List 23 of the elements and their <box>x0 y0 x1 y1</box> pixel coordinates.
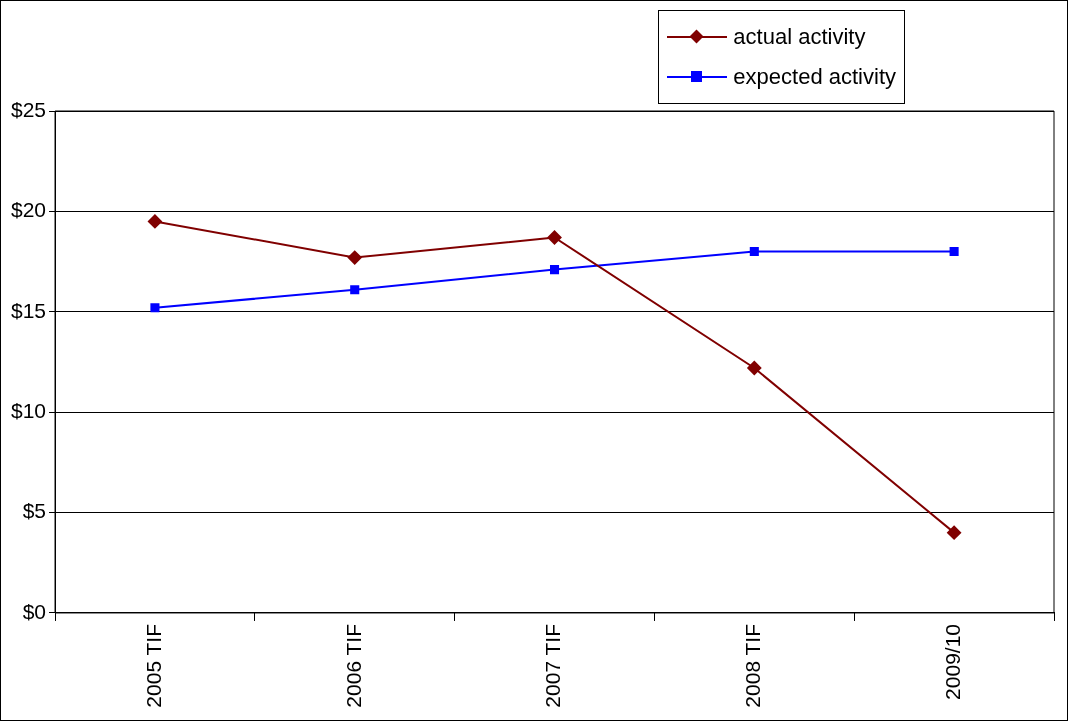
y-tick-label: $25 <box>10 97 47 121</box>
x-tick-label: 2009/10 <box>940 623 964 700</box>
point <box>949 247 959 257</box>
point <box>350 285 360 295</box>
y-tick-label: $5 <box>22 499 47 523</box>
point <box>749 247 759 257</box>
x-tick-label: 2005 TIF <box>141 623 165 708</box>
y-tick-label: $20 <box>10 198 47 222</box>
point <box>549 265 560 275</box>
point <box>547 230 562 245</box>
y-tick-label: $0 <box>22 599 47 623</box>
point <box>147 214 162 229</box>
legend-label: expected activity <box>733 64 896 90</box>
point <box>347 250 362 265</box>
y-tick-label: $15 <box>10 298 47 322</box>
x-tick-label: 2007 TIF <box>541 623 565 708</box>
point <box>150 303 160 313</box>
x-tick-label: 2008 TIF <box>741 623 765 708</box>
x-tick-label: 2006 TIF <box>341 623 365 708</box>
legend-label: actual activity <box>733 24 866 50</box>
point <box>947 525 962 540</box>
point <box>747 361 762 375</box>
y-tick-label: $10 <box>10 398 47 422</box>
